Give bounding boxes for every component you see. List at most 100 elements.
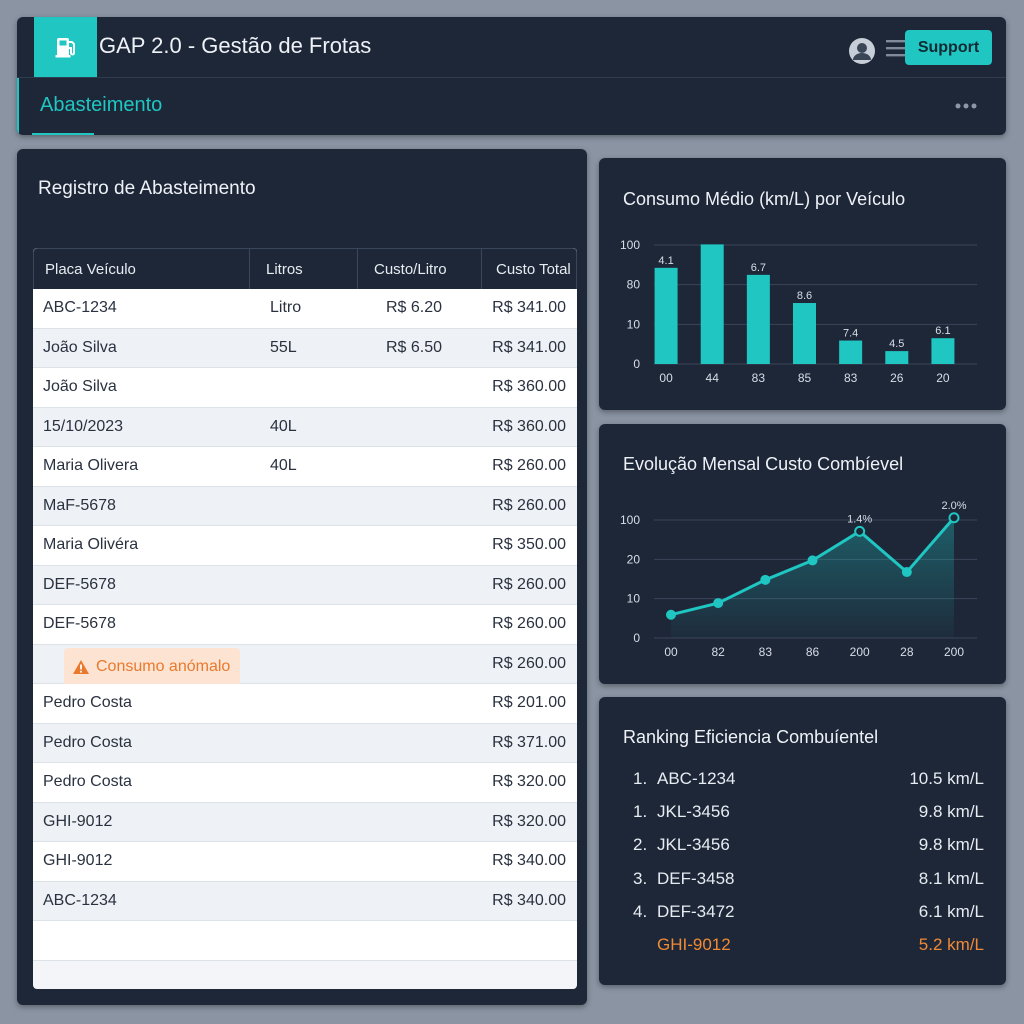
table-row[interactable]: João Silva 55L R$ 6.50 R$ 341.00	[33, 328, 577, 368]
cell-custo-total: R$ 350.00	[492, 536, 566, 553]
fuel-records-table: Placa Veículo Litros Custo/Litro Custo T…	[33, 248, 577, 989]
ranking-item[interactable]: 3. DEF-3458 8.1 km/L	[599, 869, 1006, 902]
bar-data-label: 6.7	[751, 262, 766, 274]
point-data-label: 1.4%	[847, 513, 872, 525]
user-avatar-icon[interactable]	[848, 37, 876, 65]
table-row[interactable]: João Silva R$ 360.00	[33, 368, 577, 408]
warning-icon	[73, 659, 89, 674]
ranking-item[interactable]: 4. DEF-3472 6.1 km/L	[599, 902, 1006, 935]
cell-custo-total: R$ 340.00	[492, 891, 566, 909]
cell-placa: 15/10/2023	[43, 417, 124, 435]
ranking-plate: GHI-9012	[657, 935, 731, 954]
fuel-pump-icon	[55, 38, 75, 58]
anomaly-alert-badge[interactable]: Consumo anómalo	[64, 647, 241, 686]
bar	[839, 340, 863, 364]
x-tick-label: 20	[936, 371, 950, 385]
table-row[interactable]: ABC-1234 R$ 340.00	[33, 881, 577, 921]
table-row[interactable]	[33, 921, 577, 961]
table-row[interactable]: Pedro Costa R$ 201.00	[33, 684, 577, 724]
anomaly-alert-text: Consumo anómalo	[96, 657, 231, 675]
efficiency-ranking-panel: Ranking Eficiencia Combuíentel 1. ABC-123…	[599, 697, 1006, 985]
cell-placa: MaF-5678	[43, 496, 116, 514]
cell-placa: GHI-9012	[43, 852, 113, 869]
x-tick-label: 85	[798, 371, 812, 385]
more-options-icon[interactable]	[954, 102, 978, 110]
ranking-plate: ABC-1234	[657, 769, 736, 788]
x-tick-label: 82	[711, 645, 725, 659]
cell-custo-total: R$ 340.00	[492, 852, 566, 869]
ranking-item[interactable]: 1. JKL-3456 9.8 km/L	[599, 802, 1006, 835]
cell-custo-total: R$ 360.00	[492, 378, 566, 395]
data-point	[854, 525, 866, 537]
table-body: ABC-1234 Litro R$ 6.20 R$ 341.00 João Silva 5…	[33, 289, 577, 961]
table-row[interactable]: MaF-5678 R$ 260.00	[33, 486, 577, 526]
cell-custo-total: R$ 201.00	[492, 694, 566, 711]
ranking-value: 6.1 km/L	[918, 901, 984, 921]
fuel-records-panel: Registro de Abasteimento Placa Veículo L…	[17, 149, 587, 1005]
column-divider	[481, 249, 482, 290]
x-tick-label: 00	[659, 371, 673, 385]
y-tick-label: 0	[633, 631, 640, 645]
ranking-value: 9.8 km/L	[918, 835, 984, 855]
ranking-plate: JKL-3456	[657, 835, 730, 855]
ranking-plate: DEF-3458	[657, 868, 735, 888]
table-row[interactable]: GHI-9012 R$ 320.00	[33, 802, 577, 842]
bar	[793, 303, 816, 364]
cell-litros: 40L	[270, 417, 297, 435]
cell-custo-total: R$ 260.00	[492, 654, 566, 672]
column-header-custo-litro[interactable]: Custo/Litro	[374, 261, 447, 278]
bar	[931, 338, 955, 364]
table-row[interactable]: Pedro Costa R$ 320.00	[33, 763, 577, 803]
y-tick-label: 100	[620, 238, 640, 252]
cell-custo-total: R$ 341.00	[492, 299, 566, 316]
data-point	[901, 567, 912, 578]
ranking-item[interactable]: 2. JKL-3456 9.8 km/L	[599, 835, 1006, 868]
column-header-custo-total[interactable]: Custo Total	[496, 261, 571, 278]
table-row[interactable]: DEF-5678 R$ 260.00	[33, 605, 577, 645]
table-row[interactable]: R$ 260.00 Consumo anómalo	[33, 644, 577, 686]
cell-custo-total: R$ 260.00	[492, 575, 566, 593]
monthly-cost-chart-panel: Evolução Mensal Custo Combíevel 100 20 10 0…	[599, 424, 1006, 684]
ranking-title: Ranking Eficiencia Combuíentel	[623, 727, 879, 747]
app-logo[interactable]	[34, 17, 97, 77]
x-tick-label: 83	[752, 371, 766, 385]
point-data-label: 2.0%	[941, 500, 966, 512]
y-tick-label: 100	[620, 513, 640, 527]
support-button[interactable]: Support	[905, 30, 992, 65]
cell-placa: ABC-1234	[43, 891, 117, 909]
table-row[interactable]: Maria Olivera 40L R$ 260.00	[33, 447, 577, 487]
cell-custo-total: R$ 360.00	[492, 417, 566, 435]
bar-data-label: 4.1	[658, 255, 673, 267]
table-row[interactable]: Pedro Costa R$ 371.00	[33, 723, 577, 763]
x-tick-label: 86	[806, 645, 820, 659]
ranking-position: 3.	[633, 868, 648, 888]
table-row[interactable]: GHI-9012 R$ 340.00	[33, 842, 577, 882]
active-tab-indicator	[32, 133, 94, 135]
header-divider	[17, 77, 1006, 78]
table-row[interactable]: 15/10/2023 40L R$ 360.00	[33, 407, 577, 447]
table-row[interactable]: DEF-5678 R$ 260.00	[33, 565, 577, 605]
table-row[interactable]: Maria Olivéra R$ 350.00	[33, 526, 577, 566]
table-row[interactable]: ABC-1234 Litro R$ 6.20 R$ 341.00	[33, 289, 577, 329]
chart-title: Evolução Mensal Custo Combíevel	[623, 454, 904, 474]
consumption-chart-panel: Consumo Médio (km/L) por Veículo 100 80 10…	[599, 158, 1006, 410]
bar-data-label: 7.4	[843, 328, 858, 340]
cell-placa: Maria Olivéra	[43, 536, 139, 553]
cell-placa: Pedro Costa	[43, 733, 132, 751]
hamburger-menu-icon[interactable]	[886, 38, 910, 58]
ranking-value: 9.8 km/L	[918, 802, 984, 822]
ranking-item[interactable]: 1. ABC-1234 10.5 km/L	[599, 769, 1006, 802]
y-tick-label: 80	[627, 278, 641, 292]
ranking-item[interactable]: GHI-9012 5.2 km/L	[599, 935, 1006, 968]
title-bar: GAP 2.0 - Gestão de Frotas Support	[17, 17, 1006, 77]
column-header-placa[interactable]: Placa Veículo	[45, 261, 136, 278]
ranking-value: 10.5 km/L	[909, 769, 984, 788]
cell-litros: 55L	[270, 338, 297, 356]
chart-title: Consumo Médio (km/L) por Veículo	[623, 189, 906, 209]
cell-custo-total: R$ 320.00	[492, 812, 566, 830]
tab-abastecimento[interactable]: Abasteimento	[40, 94, 163, 116]
bar	[700, 244, 724, 364]
column-header-litros[interactable]: Litros	[266, 261, 303, 278]
y-tick-label: 0	[633, 357, 640, 371]
